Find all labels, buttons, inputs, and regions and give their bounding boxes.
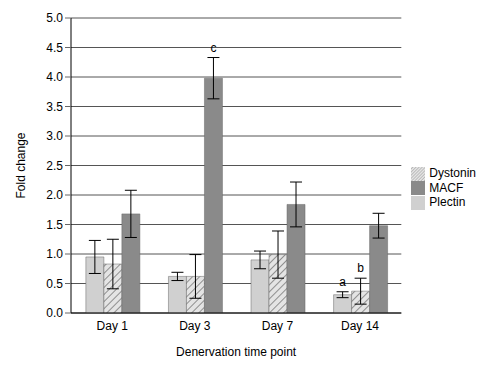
svg-text:Day 14: Day 14 <box>341 319 379 333</box>
svg-text:Day 3: Day 3 <box>179 319 211 333</box>
svg-text:4.5: 4.5 <box>46 41 63 55</box>
svg-text:4.0: 4.0 <box>46 70 63 84</box>
svg-text:c: c <box>210 41 216 55</box>
svg-text:1.5: 1.5 <box>46 218 63 232</box>
svg-text:0.0: 0.0 <box>46 306 63 320</box>
svg-text:Day 7: Day 7 <box>262 319 294 333</box>
svg-text:2.5: 2.5 <box>46 159 63 173</box>
svg-text:Day 1: Day 1 <box>97 319 129 333</box>
svg-text:0.5: 0.5 <box>46 277 63 291</box>
svg-text:5.0: 5.0 <box>46 11 63 25</box>
svg-text:Fold change: Fold change <box>14 132 28 198</box>
svg-text:b: b <box>357 261 364 275</box>
svg-text:Denervation time point: Denervation time point <box>176 345 297 359</box>
svg-text:2.0: 2.0 <box>46 188 63 202</box>
svg-text:3.5: 3.5 <box>46 100 63 114</box>
svg-text:a: a <box>339 275 346 289</box>
svg-text:1.0: 1.0 <box>46 247 63 261</box>
svg-text:3.0: 3.0 <box>46 129 63 143</box>
html-text:MACF: MACF <box>429 180 464 195</box>
html-text:Dystonin: Dystonin <box>429 165 476 180</box>
html-text:Plectin: Plectin <box>429 195 466 210</box>
